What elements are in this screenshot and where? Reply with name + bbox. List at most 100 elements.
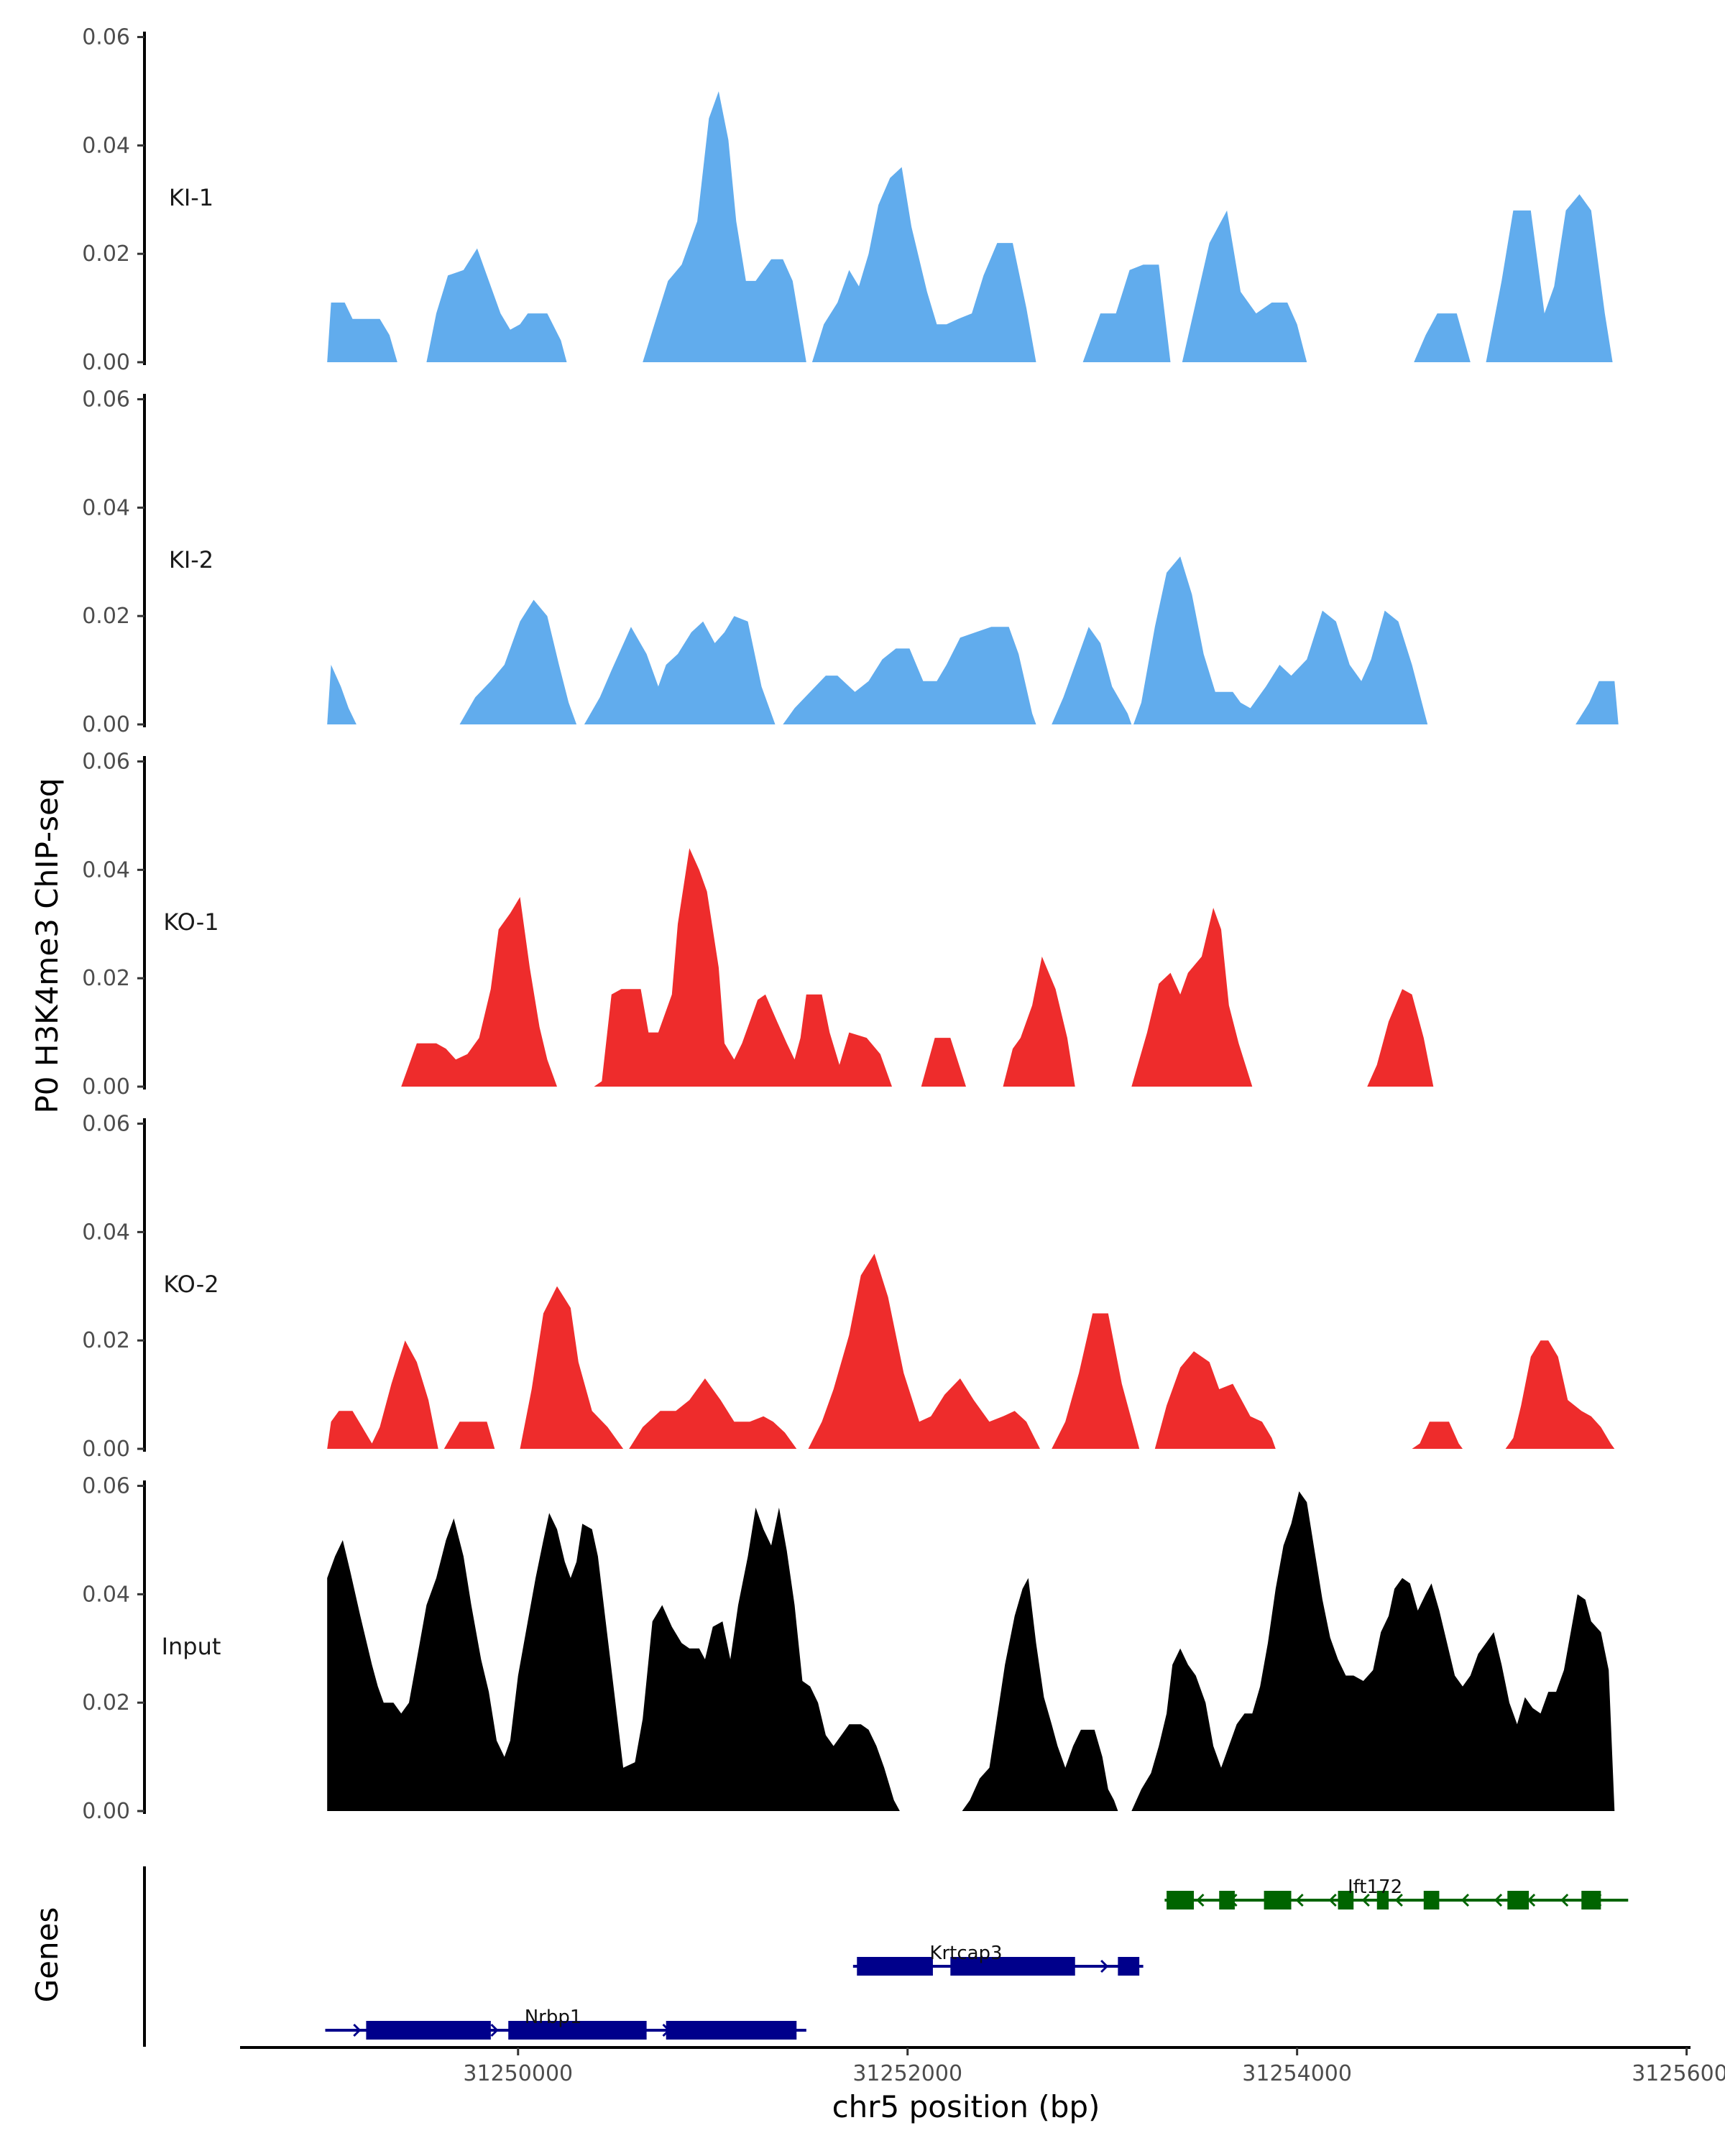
- y-tick-label: 0.02: [82, 1328, 130, 1353]
- track-ki-2: 0.00 0.02 0.04 0.06 KI-2: [82, 387, 1619, 737]
- gene-exon: [366, 2021, 491, 2040]
- x-tick-label: 31252000: [852, 2061, 962, 2086]
- track-label: KO-2: [163, 1271, 218, 1298]
- signal-area: [327, 303, 397, 362]
- gene-label: Krtcap3: [929, 1943, 1002, 1964]
- y-tick-label: 0.04: [82, 1220, 130, 1245]
- y-tick-label: 0.06: [82, 1474, 130, 1499]
- strand-arrow: [1460, 1893, 1470, 1907]
- signal-area: [1052, 627, 1132, 724]
- track-label: KO-1: [163, 908, 218, 936]
- gene-nrbp1: Nrbp1: [325, 2007, 806, 2040]
- signal-area: [520, 1286, 624, 1449]
- signal-area: [921, 1038, 966, 1087]
- signal-area: [1414, 313, 1471, 362]
- signal-area: [443, 1422, 495, 1449]
- signal-area: [1367, 989, 1434, 1087]
- track-input: 0.00 0.02 0.04 0.06 Input: [82, 1474, 1615, 1824]
- gene-exon: [1118, 1957, 1140, 1976]
- y-tick-label: 0.04: [82, 495, 130, 520]
- strand-arrow: [1100, 1959, 1109, 1973]
- signal-area: [584, 616, 776, 724]
- y-tick-label: 0.00: [82, 1799, 130, 1824]
- track-label: KI-2: [169, 546, 213, 573]
- y-tick-label: 0.02: [82, 966, 130, 991]
- signal-area: [327, 665, 356, 724]
- gene-exon: [1264, 1891, 1292, 1909]
- signal-area: [594, 848, 892, 1087]
- gene-exon: [1338, 1891, 1354, 1909]
- signal-area: [1505, 1340, 1615, 1449]
- gene-exon: [1219, 1891, 1235, 1909]
- gene-exon: [1376, 1891, 1389, 1909]
- x-axis: 31250000 31252000 31254000 31256000: [240, 2046, 1725, 2086]
- y-tick-label: 0.02: [82, 1690, 130, 1715]
- track-ki-1: 0.00 0.02 0.04 0.06 KI-1: [82, 25, 1613, 375]
- gene-label: Nrbp1: [525, 2007, 582, 2028]
- track-ko-1: 0.00 0.02 0.04 0.06 KO-1: [82, 750, 1434, 1100]
- gene-exon: [1423, 1891, 1440, 1909]
- gene-exon: [1167, 1891, 1195, 1909]
- signal-area: [1131, 1491, 1615, 1811]
- signal-area: [962, 1577, 1118, 1811]
- signal-area: [426, 248, 567, 362]
- strand-arrow: [1361, 1893, 1370, 1907]
- signal-area: [808, 1253, 1040, 1449]
- genes-layer: Ift172 Krtcap3 Nrbp1: [143, 1866, 1629, 2047]
- strand-arrow: [490, 2023, 499, 2037]
- y-tick-label: 0.02: [82, 604, 130, 629]
- y-tick-label: 0.02: [82, 241, 130, 267]
- y-tick-label: 0.06: [82, 387, 130, 413]
- signal-area: [1131, 908, 1253, 1087]
- signal-area: [783, 627, 1036, 724]
- y-tick-label: 0.06: [82, 25, 130, 50]
- signal-area: [1052, 1313, 1140, 1449]
- tracks-layer: 0.00 0.02 0.04 0.06 KI-1 0.00 0.02 0.04 0.06 KI-2…: [82, 25, 1619, 1824]
- gene-label: Ift172: [1348, 1876, 1402, 1898]
- x-tick-label: 31254000: [1242, 2061, 1352, 2086]
- track-label: Input: [162, 1633, 221, 1660]
- gene-exon: [666, 2021, 797, 2040]
- strand-arrow: [353, 2023, 362, 2037]
- y-tick-label: 0.00: [82, 712, 130, 737]
- y-tick-label: 0.04: [82, 857, 130, 883]
- gene-exon: [508, 2021, 647, 2040]
- y-axis-title: P0 H3K4me3 ChIP-seq: [29, 778, 65, 1113]
- signal-area: [327, 1340, 438, 1449]
- track-label: KI-1: [169, 184, 213, 211]
- y-tick-label: 0.00: [82, 1437, 130, 1462]
- gene-exon: [857, 1957, 933, 1976]
- genes-axis-title: Genes: [29, 1907, 65, 2003]
- signal-area: [459, 599, 577, 724]
- gene-exon: [1581, 1891, 1601, 1909]
- signal-area: [1133, 556, 1428, 724]
- x-tick-label: 31256000: [1632, 2061, 1725, 2086]
- signal-area: [1003, 957, 1075, 1087]
- y-tick-label: 0.04: [82, 1582, 130, 1607]
- y-tick-label: 0.04: [82, 133, 130, 158]
- strand-arrow: [1328, 1893, 1337, 1907]
- track-ko-2: 0.00 0.02 0.04 0.06 KO-2: [82, 1112, 1615, 1462]
- signal-area: [629, 1378, 797, 1449]
- gene-exon: [950, 1957, 1075, 1976]
- signal-area: [1576, 681, 1619, 724]
- signal-area: [327, 1507, 900, 1811]
- signal-area: [401, 897, 557, 1087]
- signal-area: [643, 91, 806, 362]
- y-tick-label: 0.06: [82, 1112, 130, 1137]
- signal-area: [1486, 194, 1613, 362]
- strand-arrow: [1560, 1893, 1569, 1907]
- x-axis-title: chr5 position (bp): [832, 2089, 1100, 2124]
- strand-arrow: [1394, 1893, 1403, 1907]
- gene-ift172: Ift172: [1164, 1876, 1629, 1909]
- strand-arrow: [1196, 1893, 1205, 1907]
- x-tick-label: 31250000: [463, 2061, 573, 2086]
- gene-krtcap3: Krtcap3: [852, 1943, 1144, 1976]
- y-tick-label: 0.06: [82, 750, 130, 775]
- signal-area: [1082, 264, 1171, 362]
- y-tick-label: 0.00: [82, 350, 130, 375]
- strand-arrow: [1295, 1893, 1304, 1907]
- gene-exon: [1507, 1891, 1530, 1909]
- strand-arrow: [1494, 1893, 1503, 1907]
